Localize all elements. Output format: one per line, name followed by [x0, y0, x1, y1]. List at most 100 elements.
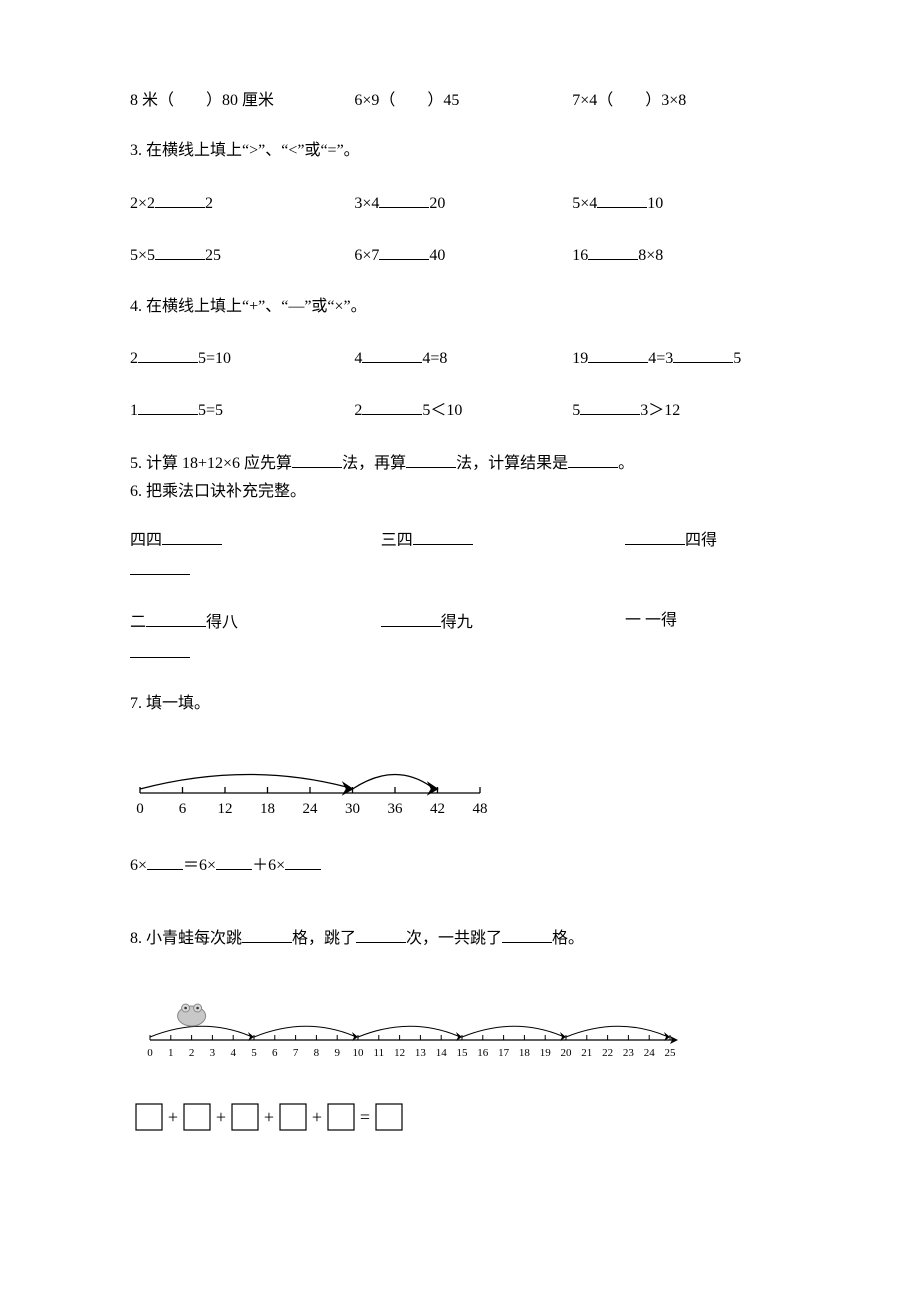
svg-text:24: 24	[303, 801, 319, 817]
svg-text:17: 17	[498, 1047, 510, 1059]
q4-r2a-left: 1	[130, 402, 138, 419]
svg-text:36: 36	[388, 801, 404, 817]
q8-title-a: 8. 小青蛙每次跳	[130, 930, 242, 947]
q6-r2a: 二 得八	[130, 610, 381, 634]
blankline[interactable]	[362, 346, 422, 363]
svg-text:+: +	[168, 1107, 178, 1127]
blankline[interactable]	[146, 610, 206, 627]
blankline[interactable]	[242, 926, 292, 943]
q6-r1b-txt: 三四	[381, 532, 413, 549]
blankline[interactable]	[413, 528, 473, 545]
svg-text:48: 48	[473, 801, 488, 817]
q6-r1a-txt: 四四	[130, 532, 162, 549]
blankline[interactable]	[138, 398, 198, 415]
svg-text:15: 15	[457, 1047, 469, 1059]
svg-text:+: +	[216, 1107, 226, 1127]
q5-end: 。	[618, 455, 634, 472]
svg-text:12: 12	[218, 801, 233, 817]
svg-text:0: 0	[136, 801, 144, 817]
svg-text:4: 4	[230, 1047, 236, 1059]
q8-title-c: 次，一共跳了	[406, 930, 502, 947]
q4-r1a: 2 5=10	[130, 346, 354, 370]
q4-r2a: 1 5=5	[130, 398, 354, 422]
svg-text:1: 1	[168, 1047, 174, 1059]
q6-r2a-right: 得八	[206, 614, 238, 631]
numberline-figure: 0612182430364248	[130, 743, 490, 823]
q8-title-d: 格。	[552, 930, 584, 947]
blankline[interactable]	[292, 451, 342, 468]
q7-expr-c: ＋6×	[252, 857, 285, 874]
q2-item-c: 7×4（ ）3×8	[572, 90, 790, 112]
svg-text:23: 23	[623, 1047, 635, 1059]
q3-r2b-right: 40	[429, 247, 445, 264]
svg-text:14: 14	[436, 1047, 448, 1059]
blankline[interactable]	[406, 451, 456, 468]
q4-r1a-left: 2	[130, 350, 138, 367]
svg-text:0: 0	[147, 1047, 153, 1059]
q3-title: 3. 在横线上填上“>”、“<”或“=”。	[130, 140, 790, 162]
q4-r2a-right: 5=5	[198, 402, 223, 419]
blankline[interactable]	[155, 191, 205, 208]
q6-row1: 四四 三四 四得	[130, 528, 790, 552]
blankline[interactable]	[216, 853, 252, 870]
svg-text:18: 18	[519, 1047, 531, 1059]
blankline[interactable]	[588, 346, 648, 363]
q4-r1c-right: 5	[733, 350, 741, 367]
q4-r1c-mid: 4=3	[648, 350, 673, 367]
q6-title: 6. 把乘法口诀补充完整。	[130, 481, 790, 503]
blankline[interactable]	[147, 853, 183, 870]
q4-r1b-right: 4=8	[422, 350, 447, 367]
svg-text:42: 42	[430, 801, 445, 817]
blankline[interactable]	[568, 451, 618, 468]
q7-expr-b: ＝6×	[183, 857, 216, 874]
svg-text:18: 18	[260, 801, 275, 817]
q6-row2: 二得八 得九 一 一得	[130, 610, 790, 634]
q4-r2c-left: 5	[572, 402, 580, 419]
svg-text:12: 12	[394, 1047, 405, 1059]
q7-expr-a: 6×	[130, 857, 147, 874]
q3-r1a-left: 2×2	[130, 195, 155, 212]
q6-r2c-txt: 一 一得	[625, 612, 677, 629]
blankline[interactable]	[362, 398, 422, 415]
q7-expression: 6× ＝6× ＋6×	[130, 853, 790, 877]
blankline[interactable]	[673, 346, 733, 363]
svg-text:13: 13	[415, 1047, 427, 1059]
q4-row1: 25=10 44=8 194=35	[130, 346, 790, 370]
blankline[interactable]	[625, 528, 685, 545]
q3-row1: 2×22 3×420 5×410	[130, 191, 790, 215]
blankline[interactable]	[130, 558, 190, 575]
blankline[interactable]	[138, 346, 198, 363]
q4-r2b-left: 2	[354, 402, 362, 419]
svg-text:+: +	[264, 1107, 274, 1127]
blankline[interactable]	[580, 398, 640, 415]
q3-r1b-left: 3×4	[354, 195, 379, 212]
blankline[interactable]	[381, 610, 441, 627]
blankline[interactable]	[155, 243, 205, 260]
q4-r1c-left: 19	[572, 350, 588, 367]
blankline[interactable]	[356, 926, 406, 943]
q3-r2a: 5×525	[130, 243, 354, 267]
q4-r2c-right: 3＞12	[640, 402, 680, 419]
q3-r2c: 168×8	[572, 243, 790, 267]
blankline[interactable]	[597, 191, 647, 208]
q3-r1c: 5×410	[572, 191, 790, 215]
blankline[interactable]	[502, 926, 552, 943]
blankline[interactable]	[162, 528, 222, 545]
q5-mid2: 法，计算结果是	[456, 455, 568, 472]
q4-r1a-right: 5=10	[198, 350, 231, 367]
blankline[interactable]	[285, 853, 321, 870]
svg-text:30: 30	[345, 801, 360, 817]
q8-numberline: 0123456789101112131415161718192021222324…	[130, 978, 790, 1068]
svg-text:=: =	[360, 1107, 370, 1127]
q2-item-b: 6×9（ ）45	[354, 90, 572, 112]
q3-r1a: 2×22	[130, 191, 354, 215]
q7-numberline: 0612182430364248	[130, 743, 790, 823]
blankline[interactable]	[130, 641, 190, 658]
blankline[interactable]	[588, 243, 638, 260]
svg-text:8: 8	[314, 1047, 320, 1059]
q6-r2a-left: 二	[130, 614, 146, 631]
q6-r1b: 三四	[381, 528, 625, 552]
blankline[interactable]	[379, 191, 429, 208]
q5-line: 5. 计算 18+12×6 应先算法，再算法，计算结果是。	[130, 451, 790, 475]
blankline[interactable]	[379, 243, 429, 260]
